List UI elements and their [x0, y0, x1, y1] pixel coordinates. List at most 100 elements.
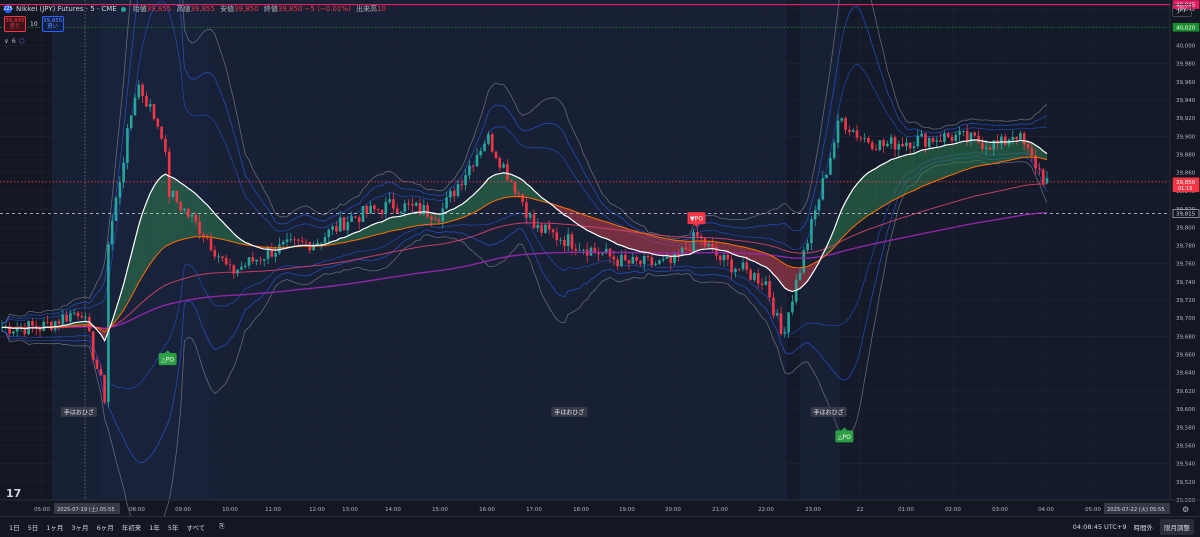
cloud-segment [986, 142, 990, 165]
ohlc-change-value: −5 (−0.01%) [305, 5, 351, 13]
cloud-segment [785, 264, 789, 290]
range-all[interactable]: すべて [186, 522, 205, 532]
cloud-segment [181, 183, 185, 240]
candle [704, 237, 707, 248]
price-tick-label: 39,540 [1176, 462, 1196, 468]
cloud-segment [751, 249, 755, 262]
clock[interactable]: 04:08:45 UTC+9 [1073, 523, 1127, 531]
time-tick-label: 08:00 [129, 507, 145, 513]
cloud-segment [925, 149, 929, 186]
range-6m[interactable]: 6ヶ月 [97, 522, 114, 532]
cloud-segment [154, 180, 158, 258]
session-label[interactable]: 時間外 [1134, 522, 1154, 532]
date-range-icon[interactable]: ⎘ [219, 522, 224, 532]
symbol-logo-icon: 225 [4, 5, 12, 13]
cloud-segment [602, 221, 606, 239]
indicator-toggle[interactable]: ∨ 6 ⬡ [4, 37, 25, 45]
range-1m[interactable]: 1ヶ月 [46, 522, 63, 532]
time-tick-label: 15:00 [432, 507, 448, 513]
settings-gear-icon[interactable]: ⚙ [1182, 505, 1189, 514]
bottom-toolbar: 1日 5日 1ヶ月 3ヶ月 6ヶ月 年初来 1年 5年 すべて ⎘ 04:08:… [0, 516, 1200, 537]
cloud-segment [173, 178, 177, 243]
price-tick-label: 39,600 [1176, 407, 1196, 413]
cloud-segment [416, 212, 420, 226]
candle [92, 331, 95, 363]
range-1y[interactable]: 1年 [149, 522, 160, 532]
date-label-text-0: 2025-07-19 (土) 05:55 [57, 505, 115, 513]
tradingview-logo-icon[interactable]: 17 [6, 487, 21, 500]
cloud-segment [405, 214, 409, 228]
cloud-segment [207, 205, 211, 237]
ohlc-open-value: 39,855 [147, 5, 172, 13]
cloud-segment [450, 209, 454, 222]
cloud-segment [390, 217, 394, 231]
currency-selector[interactable]: JPY [1172, 4, 1192, 17]
bottom-right: 04:08:45 UTC+9 時間外 限月調整 [1073, 519, 1194, 535]
price-tick-label: 39,500 [1176, 498, 1196, 504]
symbol-title[interactable]: Nikkei (JPY) Futures · 5 · CME [16, 5, 117, 13]
cloud-segment [960, 141, 964, 172]
ohlc-close-label: 終値 [264, 5, 278, 13]
range-5y[interactable]: 5年 [168, 522, 179, 532]
cloud-segment [1001, 142, 1005, 162]
price-label-text-3: 39,815 [1176, 212, 1196, 218]
cloud-segment [868, 170, 872, 215]
cloud-segment [910, 153, 914, 192]
sell-button[interactable]: 39,845 売り [4, 16, 26, 32]
annotation-text-0: 手はおひざ [64, 408, 94, 416]
range-3m[interactable]: 3ヶ月 [71, 522, 88, 532]
cloud-segment [914, 152, 918, 191]
adjust-button[interactable]: 限月調整 [1160, 519, 1194, 535]
time-tick-label: 23:00 [805, 507, 821, 513]
indicator-settings-icon[interactable]: ⬡ [19, 37, 25, 45]
signal-text-2: △PO [838, 434, 851, 441]
indicator-count: 6 [12, 37, 16, 45]
candle [43, 319, 46, 332]
cloud-segment [865, 173, 869, 218]
range-1d[interactable]: 1日 [9, 522, 20, 532]
cloud-segment [1005, 142, 1009, 161]
cloud-segment [492, 174, 496, 202]
annotation-text-2: 手はおひざ [814, 408, 844, 416]
price-tick-label: 39,800 [1176, 225, 1196, 231]
cloud-segment [652, 235, 656, 254]
cloud-segment [933, 147, 937, 182]
chevron-down-icon[interactable]: ∨ [4, 37, 9, 45]
cloud-segment [150, 186, 154, 264]
time-tick-label: 20:00 [665, 507, 681, 513]
cloud-segment [606, 222, 610, 241]
time-tick-label: 09:00 [175, 507, 191, 513]
range-buttons: 1日 5日 1ヶ月 3ヶ月 6ヶ月 年初来 1年 5年 すべて ⎘ [9, 522, 224, 532]
cloud-segment [500, 173, 504, 199]
candle [160, 126, 163, 140]
cloud-segment [956, 142, 960, 173]
price-tick-label: 39,780 [1176, 243, 1196, 249]
spread-value: 10 [30, 21, 38, 28]
cloud-segment [971, 140, 975, 168]
cloud-segment [941, 145, 945, 179]
cloud-segment [621, 227, 625, 247]
ohlc-low-label: 安値 [220, 5, 234, 13]
time-tick-label: 21:00 [712, 507, 728, 513]
cloud-segment [922, 150, 926, 187]
range-ytd[interactable]: 年初来 [122, 522, 142, 532]
symbol-header: 225 Nikkei (JPY) Futures · 5 · CME 始値39,… [4, 2, 386, 16]
time-tick-label: 17:00 [526, 507, 542, 513]
price-tick-label: 39,660 [1176, 353, 1196, 359]
cloud-segment [435, 214, 439, 225]
cloud-segment [899, 156, 903, 197]
buy-button[interactable]: 39,855 買い [42, 16, 64, 32]
candle [126, 124, 129, 170]
time-tick-label: 05:00 [34, 507, 50, 513]
cloud-segment [618, 226, 622, 246]
annotation-text-1: 手はおひざ [554, 408, 584, 416]
range-5d[interactable]: 5日 [28, 522, 39, 532]
cloud-segment [872, 168, 876, 213]
time-tick-label: 12:00 [309, 507, 325, 513]
cloud-segment [401, 215, 405, 229]
cloud-segment [146, 193, 150, 269]
time-tick-label: 04:00 [1038, 507, 1054, 513]
cloud-segment [610, 223, 614, 242]
price-tick-label: 39,520 [1176, 480, 1196, 486]
